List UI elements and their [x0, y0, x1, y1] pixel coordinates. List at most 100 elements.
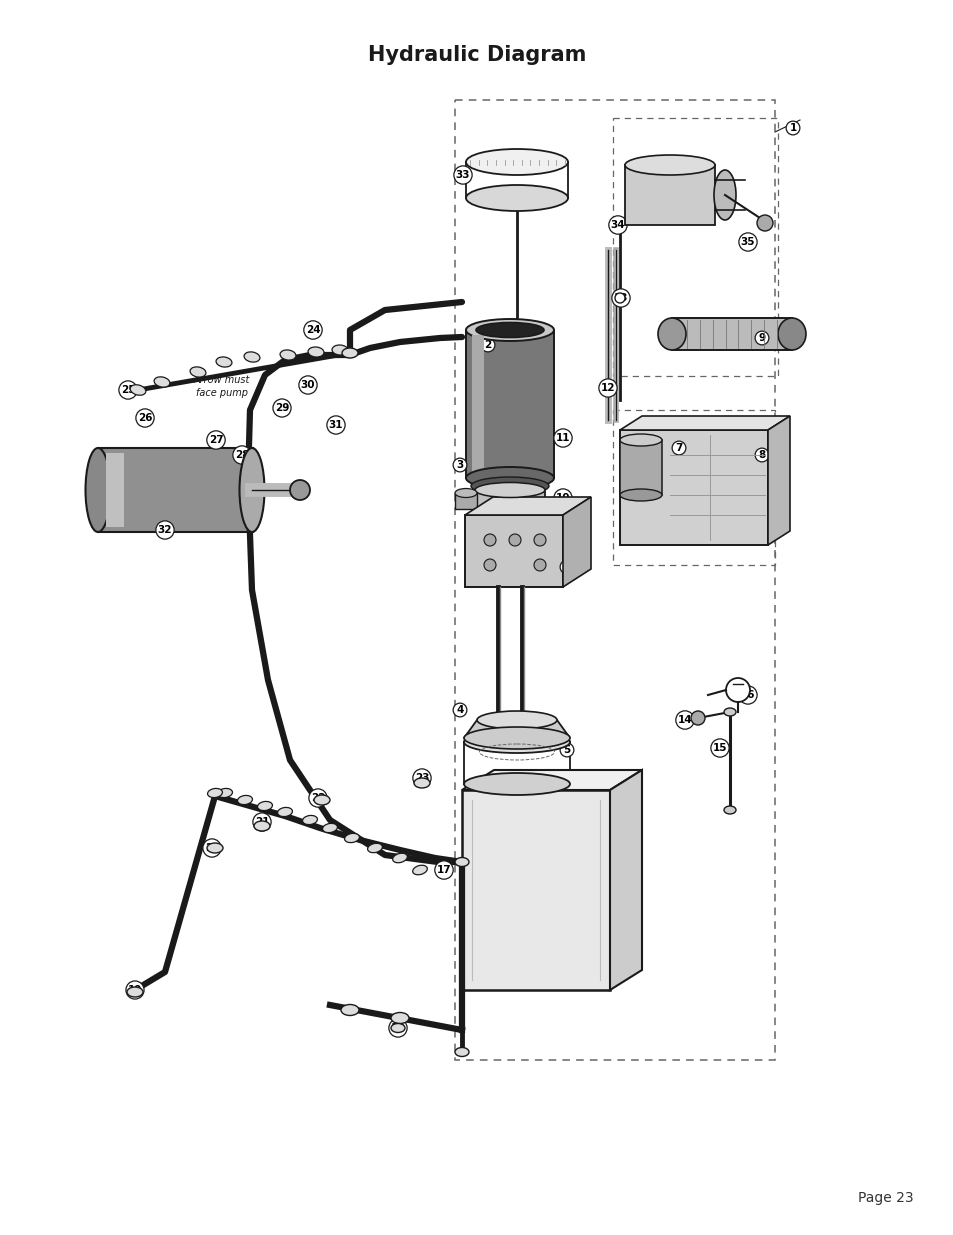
Bar: [624, 165, 714, 225]
Text: 15: 15: [712, 743, 726, 753]
Ellipse shape: [476, 322, 543, 337]
Text: 30: 30: [300, 380, 314, 390]
Text: 24: 24: [305, 325, 320, 335]
Polygon shape: [463, 720, 569, 739]
Circle shape: [725, 678, 749, 701]
Text: 6: 6: [563, 562, 570, 572]
Text: 35: 35: [740, 237, 755, 247]
Ellipse shape: [391, 1024, 405, 1032]
Ellipse shape: [476, 711, 557, 729]
Text: Page 23: Page 23: [857, 1191, 913, 1205]
Text: 3: 3: [456, 459, 463, 471]
Ellipse shape: [463, 727, 569, 748]
Text: 17: 17: [436, 864, 451, 876]
Text: 25: 25: [121, 385, 135, 395]
Ellipse shape: [463, 773, 569, 795]
Circle shape: [534, 559, 545, 571]
Text: 31: 31: [329, 420, 343, 430]
Ellipse shape: [127, 987, 143, 997]
Text: 1: 1: [788, 124, 796, 133]
Ellipse shape: [253, 821, 270, 831]
Ellipse shape: [217, 788, 233, 798]
Bar: [461, 790, 609, 990]
Ellipse shape: [280, 350, 295, 361]
Polygon shape: [619, 416, 789, 430]
Text: 11: 11: [556, 433, 570, 443]
Text: 16: 16: [740, 690, 755, 700]
Text: 33: 33: [456, 170, 470, 180]
Bar: [455, 100, 774, 1060]
Text: 32: 32: [157, 525, 172, 535]
Ellipse shape: [465, 319, 554, 341]
Ellipse shape: [277, 808, 293, 816]
Bar: [464, 515, 562, 587]
Ellipse shape: [413, 866, 427, 874]
Text: 21: 21: [254, 818, 269, 827]
Ellipse shape: [619, 433, 661, 446]
Text: 22: 22: [311, 793, 325, 803]
Ellipse shape: [215, 357, 232, 367]
Ellipse shape: [465, 467, 554, 489]
Ellipse shape: [239, 448, 264, 532]
Ellipse shape: [723, 806, 735, 814]
Text: 13: 13: [613, 293, 628, 303]
Ellipse shape: [207, 844, 223, 853]
Ellipse shape: [308, 347, 324, 357]
Polygon shape: [609, 769, 641, 990]
Text: 28: 28: [234, 450, 249, 459]
Bar: [613, 410, 774, 564]
Ellipse shape: [471, 477, 548, 495]
Text: 34: 34: [610, 220, 624, 230]
Ellipse shape: [455, 1047, 469, 1056]
Text: 10: 10: [556, 493, 570, 503]
Text: 12: 12: [600, 383, 615, 393]
Text: 23: 23: [415, 773, 429, 783]
Polygon shape: [464, 496, 590, 515]
Text: 2: 2: [484, 340, 491, 350]
Circle shape: [757, 215, 772, 231]
Bar: [475, 490, 544, 513]
Polygon shape: [461, 769, 641, 790]
Polygon shape: [562, 496, 590, 587]
Bar: [619, 440, 661, 495]
Ellipse shape: [341, 348, 357, 358]
Ellipse shape: [332, 345, 348, 354]
Text: Hydraulic Diagram: Hydraulic Diagram: [368, 44, 585, 65]
Ellipse shape: [208, 788, 222, 798]
Ellipse shape: [414, 778, 430, 788]
Circle shape: [483, 534, 496, 546]
Ellipse shape: [393, 853, 407, 863]
Ellipse shape: [244, 352, 259, 362]
Circle shape: [290, 480, 310, 500]
Ellipse shape: [340, 1004, 358, 1015]
Text: 19: 19: [128, 986, 142, 995]
Ellipse shape: [237, 795, 253, 804]
Text: 5: 5: [563, 745, 570, 755]
Circle shape: [690, 711, 704, 725]
Bar: [472, 335, 483, 473]
Ellipse shape: [624, 156, 714, 175]
Ellipse shape: [86, 448, 111, 532]
Ellipse shape: [778, 317, 805, 350]
Circle shape: [509, 534, 520, 546]
Text: 29: 29: [274, 403, 289, 412]
Ellipse shape: [154, 377, 170, 387]
Text: 7: 7: [675, 443, 682, 453]
Ellipse shape: [130, 385, 146, 395]
Text: 18: 18: [391, 1023, 405, 1032]
Ellipse shape: [713, 170, 735, 220]
Bar: [98, 448, 253, 532]
Ellipse shape: [455, 857, 469, 867]
Ellipse shape: [465, 149, 567, 175]
Circle shape: [615, 293, 624, 303]
Bar: [671, 317, 791, 350]
Text: 14: 14: [677, 715, 692, 725]
Ellipse shape: [455, 489, 476, 498]
Bar: [106, 453, 124, 527]
Text: Arrow must
face pump: Arrow must face pump: [193, 375, 250, 398]
Text: 8: 8: [758, 450, 765, 459]
Ellipse shape: [344, 834, 359, 842]
Ellipse shape: [314, 795, 330, 805]
Text: 20: 20: [205, 844, 219, 853]
Text: 26: 26: [137, 412, 152, 424]
